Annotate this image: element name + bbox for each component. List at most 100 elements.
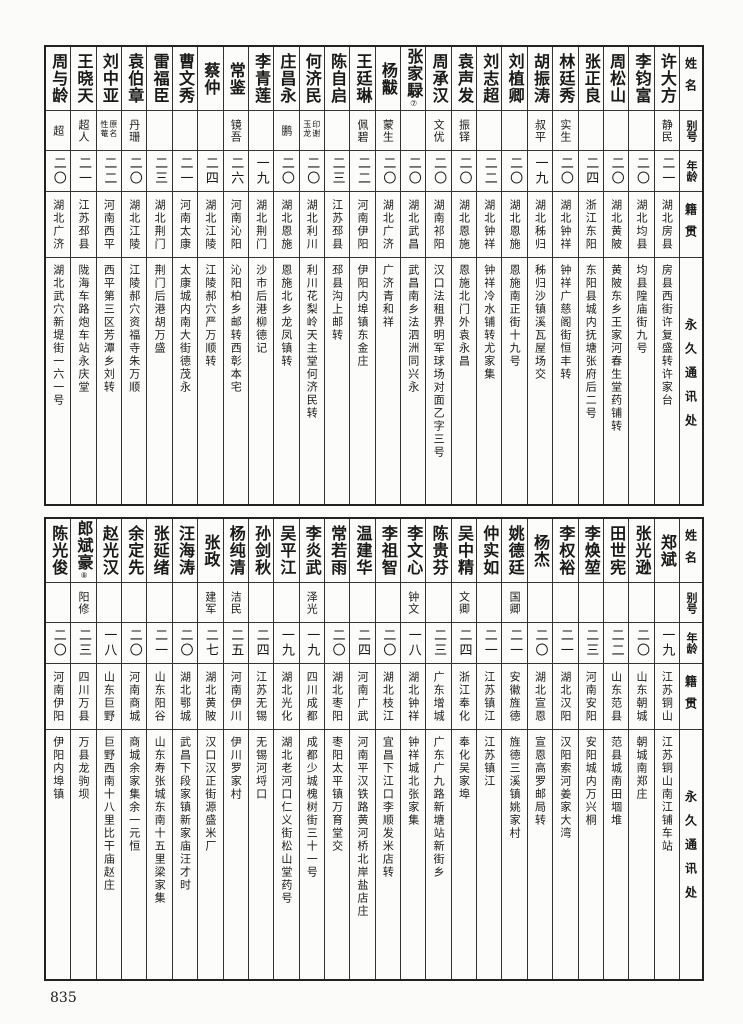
cell-address: 巨野西南十八里比干庙赵庄 xyxy=(97,730,121,979)
cell-alias xyxy=(350,583,375,623)
footnote-marker: ⑧ xyxy=(79,571,89,581)
person-address: 恩施北门外袁永昌 xyxy=(457,264,471,368)
person-column: 郎斌豪⑧ 阳修 二三 四川万县 万县龙驹坝 xyxy=(70,519,96,979)
cell-age: 二〇 xyxy=(122,151,147,192)
person-name: 汪海涛 xyxy=(175,525,195,576)
cell-origin: 湖北荆门 xyxy=(248,192,274,258)
person-alias: 振铎 xyxy=(457,118,471,143)
cell-name: 刘中亚 xyxy=(96,47,122,111)
cell-address: 恩施北门外袁永昌 xyxy=(452,258,476,504)
person-origin: 河南伊川 xyxy=(229,670,243,723)
cell-address: 广济青和祥 xyxy=(376,258,400,504)
cell-age: 一八 xyxy=(96,623,122,664)
person-origin: 湖北黄陂 xyxy=(203,670,217,723)
person-column: 蔡仲 二四 湖北江陵 江陵郝穴严万顺转 xyxy=(197,47,223,504)
person-alias: 阳修 xyxy=(77,590,91,615)
person-name: 杨黻 xyxy=(378,61,398,96)
person-name: 仲实如 xyxy=(480,525,500,576)
person-age: 二四 xyxy=(456,628,472,658)
person-origin: 四川万县 xyxy=(77,670,91,723)
person-address: 江陵郝穴资福寺朱万顺 xyxy=(127,264,141,394)
person-origin: 湖北房县 xyxy=(660,198,674,251)
person-column: 李钧富 二〇 湖北均县 均县隍庙街九号 xyxy=(628,47,654,504)
person-column: 陈光俊 二〇 河南伊阳 伊阳内埠镇 xyxy=(46,519,71,979)
person-address: 钟祥冷水铺转尤家集 xyxy=(482,264,496,381)
cell-address: 伊阳内埠镇东金庄 xyxy=(350,258,374,504)
person-age: 二二 xyxy=(481,156,497,186)
person-origin: 河南沁阳 xyxy=(229,198,243,251)
person-address: 万县龙驹坝 xyxy=(77,736,91,801)
cell-age: 二〇 xyxy=(375,151,401,192)
person-address: 恩施北乡龙凤镇转 xyxy=(279,264,293,368)
person-alias: 佩碧 xyxy=(356,118,369,143)
cell-name: 仲实如 xyxy=(477,519,502,583)
person-column: 张家騄⑦ 二〇 湖北武昌 武昌南乡法泗洲同兴永 xyxy=(400,47,426,504)
person-origin: 四川成都 xyxy=(305,670,319,723)
cell-origin: 湖北宣恩 xyxy=(527,664,553,730)
cell-age: 二三 xyxy=(324,151,350,192)
person-age: 一八 xyxy=(101,628,117,658)
cell-alias: 原名性菴 xyxy=(96,111,122,151)
person-address: 秭归沙镇溪瓦屋场交 xyxy=(533,264,547,381)
cell-address: 武昌下段家镇新家庙汪才时 xyxy=(173,730,197,979)
cell-name: 吴平江 xyxy=(274,519,299,583)
cell-origin: 河南沁阳 xyxy=(223,192,248,258)
person-age: 一九 xyxy=(659,628,675,658)
cell-address: 东阳县城内抚塘张府后二号 xyxy=(579,258,603,504)
person-age: 二三 xyxy=(152,156,168,186)
person-age: 二〇 xyxy=(380,156,396,186)
cell-origin: 四川万县 xyxy=(71,664,96,730)
person-address: 荆门后港胡万盛 xyxy=(153,264,167,355)
person-alias: 蒙生 xyxy=(381,118,395,143)
person-column: 周与龄超二〇 湖北广济 湖北武穴新堤街一六一号 xyxy=(46,47,71,504)
person-age: 二〇 xyxy=(507,156,523,186)
person-origin: 广东增城 xyxy=(432,670,446,723)
person-age: 二〇 xyxy=(431,156,447,186)
cell-name: 何济民 xyxy=(299,47,324,111)
person-origin: 湖北秭归 xyxy=(533,198,547,251)
cell-address: 伊阳内埠镇 xyxy=(46,730,70,979)
cell-address: 江陵郝穴资福寺朱万顺 xyxy=(122,258,146,504)
person-origin: 湖北钟祥 xyxy=(558,198,572,251)
header-address-label: 永久通讯处 xyxy=(683,318,698,438)
cell-origin: 湖北汉阳 xyxy=(553,664,578,730)
person-name: 杨纯清 xyxy=(226,525,246,576)
person-age: 一九 xyxy=(278,628,294,658)
cell-origin: 河南伊阳 xyxy=(350,192,375,258)
header-cell-alias: 别号 xyxy=(680,583,702,623)
person-origin: 山东阳谷 xyxy=(153,670,167,723)
cell-alias: 印谢玉龙 xyxy=(299,111,324,151)
person-age: 二三 xyxy=(329,156,345,186)
cell-alias xyxy=(96,583,122,623)
cell-address: 宣恩高罗邮局转 xyxy=(528,730,552,979)
cell-name: 孙剑秋 xyxy=(248,519,274,583)
cell-name: 姚德廷 xyxy=(502,519,527,583)
person-age: 二〇 xyxy=(633,156,649,186)
person-address: 商城余家集余一元恒 xyxy=(127,736,141,853)
cell-name: 林廷秀 xyxy=(553,47,578,111)
cell-alias: 静民 xyxy=(654,111,679,151)
person-age: 二四 xyxy=(253,628,269,658)
person-column: 刘志超 二二 湖北钟祥 钟祥冷水铺转尤家集 xyxy=(476,47,502,504)
cell-age: 二三 xyxy=(147,151,172,192)
cell-name: 王晓天 xyxy=(71,47,96,111)
cell-age: 二四 xyxy=(350,623,375,664)
person-origin: 河南太康 xyxy=(178,198,192,251)
person-name: 何济民 xyxy=(302,53,322,104)
person-address: 宣恩高罗邮局转 xyxy=(533,736,547,827)
cell-address: 安阳城内万兴桐 xyxy=(579,730,603,979)
cell-address: 钟祥城北张家集 xyxy=(401,730,425,979)
person-name: 陈光俊 xyxy=(49,525,69,576)
cell-origin: 湖北黄陂 xyxy=(603,192,629,258)
cell-name: 周与龄 xyxy=(46,47,71,111)
cell-alias xyxy=(122,583,147,623)
person-column: 王廷琳 佩碧 二二 河南伊阳 伊阳内埠镇东金庄 xyxy=(349,47,375,504)
person-age: 二〇 xyxy=(557,156,573,186)
cell-age: 二〇 xyxy=(603,151,629,192)
person-address: 河南平汉铁路黄河桥北岸盐店庄 xyxy=(356,736,369,918)
cell-alias xyxy=(502,111,527,151)
cell-origin: 江苏邳县 xyxy=(71,192,96,258)
cell-alias xyxy=(147,111,172,151)
cell-alias xyxy=(274,583,299,623)
cell-name: 汪海涛 xyxy=(172,519,198,583)
